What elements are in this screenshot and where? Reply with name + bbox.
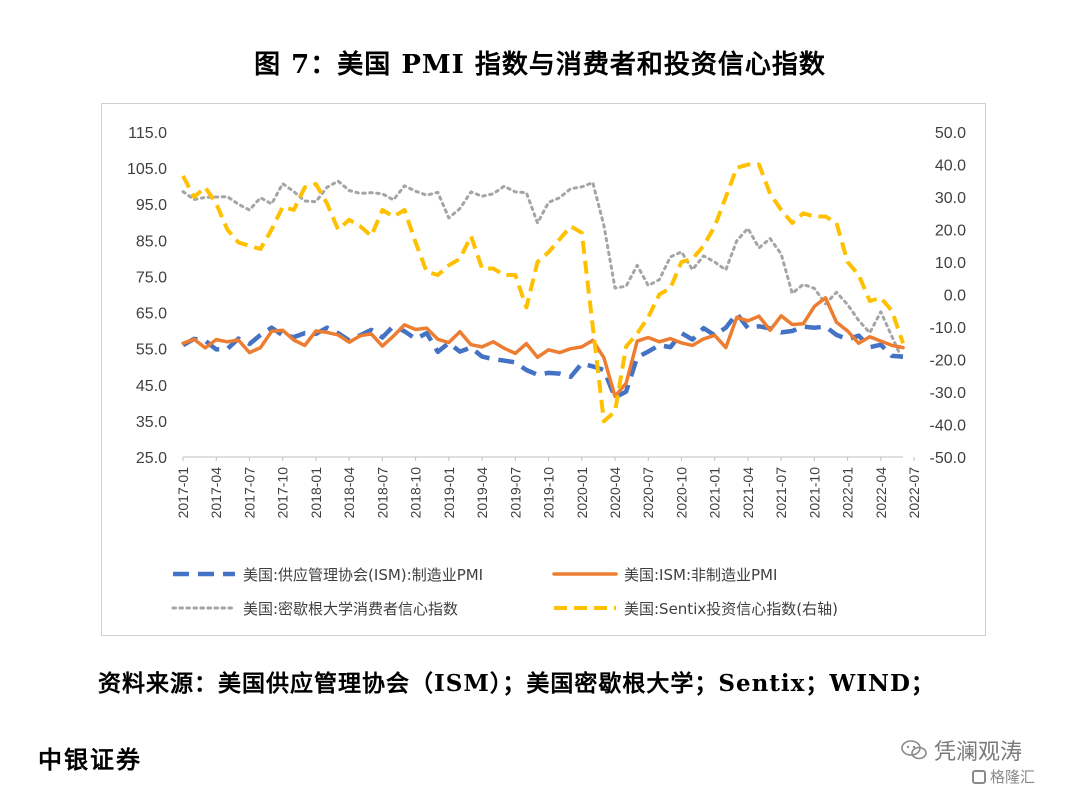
x-axis-tick: 2021-01 [707,467,723,519]
series-line-1 [181,296,905,399]
x-axis-tick: 2017-04 [208,467,224,519]
x-axis-tick: 2018-01 [308,467,324,519]
right-axis-tick: -20.0 [930,353,967,370]
right-axis-tick: 20.0 [935,223,966,240]
org-name: 中银证券 [38,745,142,774]
series-line-3 [181,162,905,424]
right-axis-tick: 0.0 [944,288,966,305]
series-line-0 [181,311,904,400]
x-axis-tick: 2017-10 [275,467,291,519]
left-axis-tick: 85.0 [136,233,167,250]
wechat-icon [901,740,927,760]
x-axis-tick: 2020-04 [607,467,623,519]
chart-frame [101,103,986,636]
chart-title: 图 7：美国 PMI 指数与消费者和投资信心指数 [254,50,826,80]
legend-label-3: 美国:Sentix投资信心指数(右轴) [624,600,838,618]
x-axis-tick: 2022-07 [906,467,922,519]
left-axis-tick: 35.0 [136,414,167,431]
right-axis-tick: 30.0 [935,190,966,207]
right-axis-tick: -50.0 [930,450,967,467]
left-axis-tick: 55.0 [136,342,167,359]
x-axis-tick: 2019-01 [441,467,457,519]
legend-label-0: 美国:供应管理协会(ISM):制造业PMI [243,566,483,584]
x-axis-tick: 2018-10 [408,467,424,519]
x-axis-tick: 2017-01 [175,467,191,519]
series-line-2 [181,179,905,363]
watermark-sub: 格隆汇 [972,766,1035,787]
x-axis-tick: 2021-10 [806,467,822,519]
right-axis-tick: 50.0 [935,125,966,142]
x-axis-tick: 2020-07 [640,467,656,519]
x-axis-tick: 2019-07 [507,467,523,519]
x-axis-tick: 2020-10 [673,467,689,519]
x-axis-tick: 2018-07 [374,467,390,519]
right-axis-tick: -30.0 [930,385,967,402]
x-axis-tick: 2018-04 [341,467,357,519]
right-axis-tick: -40.0 [930,418,967,435]
left-axis-tick: 115.0 [128,125,167,142]
right-axis-tick: -10.0 [930,320,967,337]
x-axis-tick: 2019-04 [474,467,490,519]
watermark-sub-text: 格隆汇 [990,768,1036,786]
left-axis-tick: 95.0 [136,197,167,214]
legend-label-2: 美国:密歇根大学消费者信心指数 [243,600,458,618]
x-axis-tick: 2021-04 [740,467,756,519]
legend-label-1: 美国:ISM:非制造业PMI [624,566,777,584]
left-axis-tick: 75.0 [136,269,167,286]
x-axis-tick: 2019-10 [541,467,557,519]
gelonghui-logo-icon [972,769,986,784]
source-note: 资料来源：美国供应管理协会（ISM）；美国密歇根大学；Sentix；WIND； [98,670,935,697]
x-axis-tick: 2020-01 [574,467,590,519]
right-axis-tick: 10.0 [935,255,966,272]
left-axis-tick: 105.0 [127,161,167,178]
x-axis-tick: 2022-04 [873,467,889,519]
x-axis-tick: 2021-07 [773,467,789,519]
left-axis-tick: 65.0 [136,306,167,323]
left-axis-tick: 25.0 [136,450,167,467]
x-axis-tick: 2022-01 [840,467,856,519]
right-axis-tick: 40.0 [935,158,966,175]
x-axis-tick: 2017-07 [241,467,257,519]
watermark-main-text: 凭澜观涛 [934,740,1023,765]
left-axis-tick: 45.0 [136,378,167,395]
watermark-main: 凭澜观涛 [900,734,1022,766]
